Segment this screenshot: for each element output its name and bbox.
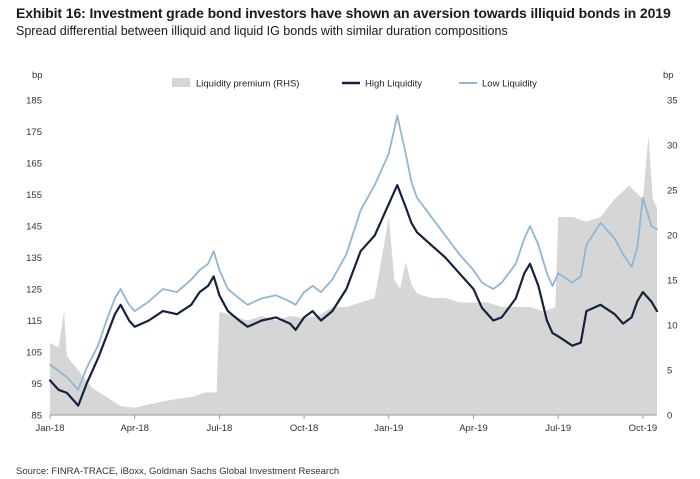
legend-high-label: High Liquidity xyxy=(365,79,422,90)
legend-low-label: Low Liquidity xyxy=(482,79,537,90)
x-tick-label: Jul-18 xyxy=(206,423,232,434)
y-left-tick-label: 135 xyxy=(26,253,42,264)
x-tick-label: Jan-19 xyxy=(374,423,403,434)
axes: 85 95 105 115 125 135 145 155 165 175 185 0 5 10 15 20 2… xyxy=(26,70,677,434)
y-left-tick-label: 185 xyxy=(26,96,42,107)
x-tick-label: Jan-18 xyxy=(35,423,64,434)
y-right-tick-label: 10 xyxy=(667,321,678,332)
plot-area xyxy=(48,114,659,415)
y-left-tick-label: 155 xyxy=(26,190,42,201)
y-right-tick-label: 35 xyxy=(667,96,678,107)
y-left-tick-label: 115 xyxy=(27,316,42,327)
legend: Liquidity premium (RHS) High Liquidity Low… xyxy=(172,78,537,90)
y-left-tick-label: 125 xyxy=(26,285,42,296)
y-left-tick-label: 145 xyxy=(26,222,42,233)
y-left-tick-label: 85 xyxy=(31,411,42,422)
legend-premium-swatch xyxy=(172,78,190,87)
y-right-tick-label: 30 xyxy=(667,141,678,152)
y-right-tick-label: 20 xyxy=(667,231,678,242)
x-tick-label: Jul-19 xyxy=(545,423,571,434)
y-right-tick-label: 25 xyxy=(667,186,678,197)
y-left-tick-label: 165 xyxy=(26,159,42,170)
y-left-tick-label: 105 xyxy=(26,348,42,359)
y-right-tick-label: 0 xyxy=(667,411,672,422)
series-liquidity-premium-area xyxy=(50,136,657,415)
series-low-liquidity-line xyxy=(49,114,658,391)
y-left-unit: bp xyxy=(32,70,43,81)
y-left-tick-label: 175 xyxy=(26,127,42,138)
y-left-tick-label: 95 xyxy=(31,379,42,390)
y-right-tick-label: 15 xyxy=(667,276,678,287)
y-right-unit: bp xyxy=(663,70,674,81)
source-note: Source: FINRA-TRACE, iBoxx, Goldman Sach… xyxy=(16,466,340,477)
chart-title: Exhibit 16: Investment grade bond invest… xyxy=(16,5,671,21)
legend-premium-label: Liquidity premium (RHS) xyxy=(196,79,299,90)
chart-subtitle: Spread differential between illiquid and… xyxy=(16,24,508,38)
x-tick-label: Apr-18 xyxy=(120,423,149,434)
series-high-liquidity-line xyxy=(48,184,659,407)
x-tick-label: Oct-18 xyxy=(290,423,319,434)
y-right-tick-label: 5 xyxy=(667,366,672,377)
x-tick-label: Apr-19 xyxy=(459,423,488,434)
x-tick-label: Oct-19 xyxy=(629,423,658,434)
